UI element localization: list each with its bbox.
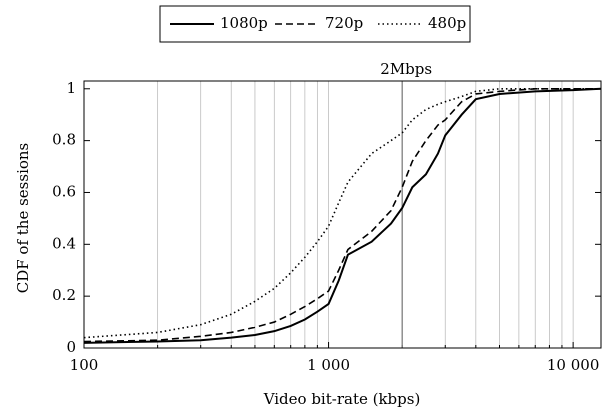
- legend-label: 720p: [325, 14, 363, 32]
- y-tick-label: 0: [66, 338, 76, 356]
- series-line: [83, 87, 601, 339]
- y-axis-label: CDF of the sessions: [14, 143, 32, 294]
- y-tick-label: 1: [66, 79, 76, 97]
- series-line: [83, 87, 602, 344]
- x-axis-label: Video bit-rate (kbps): [263, 390, 421, 408]
- annotation: 2Mbps: [380, 60, 432, 78]
- series-line: [83, 87, 601, 343]
- y-tick-label: 0.6: [52, 182, 76, 200]
- y-tick-label: 0.8: [52, 131, 76, 149]
- legend-label: 480p: [428, 14, 466, 32]
- x-tick-label: 100: [70, 356, 99, 374]
- y-tick-label: 0.2: [52, 286, 76, 304]
- x-tick-label: 1 000: [307, 356, 350, 374]
- y-tick-label: 0.4: [52, 234, 76, 252]
- plot-frame: [83, 80, 602, 349]
- legend-label: 1080p: [220, 14, 268, 32]
- x-tick-label: 10 000: [547, 356, 600, 374]
